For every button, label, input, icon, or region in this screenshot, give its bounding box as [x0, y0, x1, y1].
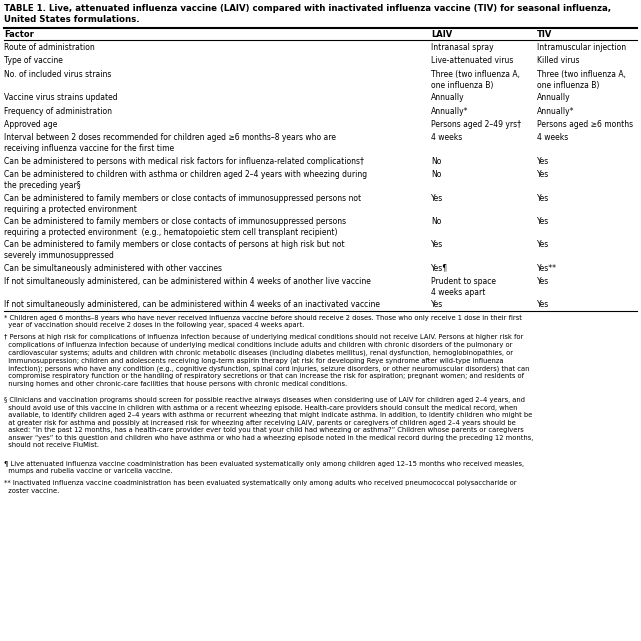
Text: Route of administration: Route of administration — [4, 43, 95, 52]
Text: TABLE 1. Live, attenuated influenza vaccine (LAIV) compared with inactivated inf: TABLE 1. Live, attenuated influenza vacc… — [4, 4, 611, 24]
Text: Yes: Yes — [537, 301, 549, 310]
Text: § Clinicians and vaccination programs should screen for possible reactive airway: § Clinicians and vaccination programs sh… — [4, 397, 533, 449]
Text: Yes**: Yes** — [537, 263, 557, 272]
Text: Yes: Yes — [431, 194, 443, 203]
Text: † Persons at high risk for complications of influenza infection because of under: † Persons at high risk for complications… — [4, 334, 529, 387]
Text: Yes: Yes — [537, 277, 549, 286]
Text: * Children aged 6 months–8 years who have never received influenza vaccine befor: * Children aged 6 months–8 years who hav… — [4, 315, 522, 328]
Text: Type of vaccine: Type of vaccine — [4, 56, 63, 65]
Text: 4 weeks: 4 weeks — [431, 133, 462, 142]
Text: No. of included virus strains: No. of included virus strains — [4, 70, 112, 79]
Text: Can be simultaneously administered with other vaccines: Can be simultaneously administered with … — [4, 263, 222, 272]
Text: Annually: Annually — [537, 93, 570, 102]
Text: TIV: TIV — [537, 29, 553, 38]
Text: Yes¶: Yes¶ — [431, 263, 448, 272]
Text: Killed virus: Killed virus — [537, 56, 579, 65]
Text: ** Inactivated influenza vaccine coadministration has been evaluated systematica: ** Inactivated influenza vaccine coadmin… — [4, 480, 517, 494]
Text: Factor: Factor — [4, 29, 34, 38]
Text: Can be administered to family members or close contacts of persons at high risk : Can be administered to family members or… — [4, 240, 344, 260]
Text: Prudent to space
4 weeks apart: Prudent to space 4 weeks apart — [431, 277, 495, 297]
Text: Live-attenuated virus: Live-attenuated virus — [431, 56, 513, 65]
Text: Yes: Yes — [431, 240, 443, 249]
Text: Yes: Yes — [537, 170, 549, 179]
Text: If not simultaneously administered, can be administered within 4 weeks of anothe: If not simultaneously administered, can … — [4, 277, 370, 286]
Text: Annually*: Annually* — [537, 106, 575, 115]
Text: Interval between 2 doses recommended for children aged ≥6 months–8 years who are: Interval between 2 doses recommended for… — [4, 133, 336, 153]
Text: No: No — [431, 217, 441, 226]
Text: Frequency of administration: Frequency of administration — [4, 106, 112, 115]
Text: Persons aged 2–49 yrs†: Persons aged 2–49 yrs† — [431, 120, 520, 129]
Text: Approved age: Approved age — [4, 120, 57, 129]
Text: Intramuscular injection: Intramuscular injection — [537, 43, 626, 52]
Text: Yes: Yes — [431, 301, 443, 310]
Text: ¶ Live attenuated influenza vaccine coadministration has been evaluated systemat: ¶ Live attenuated influenza vaccine coad… — [4, 461, 524, 474]
Text: Yes: Yes — [537, 157, 549, 166]
Text: LAIV: LAIV — [431, 29, 452, 38]
Text: Intranasal spray: Intranasal spray — [431, 43, 494, 52]
Text: Annually*: Annually* — [431, 106, 469, 115]
Text: Vaccine virus strains updated: Vaccine virus strains updated — [4, 93, 117, 102]
Text: Three (two influenza A,
one influenza B): Three (two influenza A, one influenza B) — [431, 70, 520, 90]
Text: 4 weeks: 4 weeks — [537, 133, 569, 142]
Text: Yes: Yes — [537, 240, 549, 249]
Text: Yes: Yes — [537, 194, 549, 203]
Text: Can be administered to children with asthma or children aged 2–4 years with whee: Can be administered to children with ast… — [4, 170, 367, 190]
Text: No: No — [431, 170, 441, 179]
Text: No: No — [431, 157, 441, 166]
Text: Can be administered to family members or close contacts of immunosuppressed pers: Can be administered to family members or… — [4, 217, 346, 237]
Text: If not simultaneously administered, can be administered within 4 weeks of an ina: If not simultaneously administered, can … — [4, 301, 380, 310]
Text: Three (two influenza A,
one influenza B): Three (two influenza A, one influenza B) — [537, 70, 626, 90]
Text: Yes: Yes — [537, 217, 549, 226]
Text: Can be administered to persons with medical risk factors for influenza-related c: Can be administered to persons with medi… — [4, 157, 363, 166]
Text: Annually: Annually — [431, 93, 464, 102]
Text: Persons aged ≥6 months: Persons aged ≥6 months — [537, 120, 633, 129]
Text: Can be administered to family members or close contacts of immunosuppressed pers: Can be administered to family members or… — [4, 194, 361, 213]
